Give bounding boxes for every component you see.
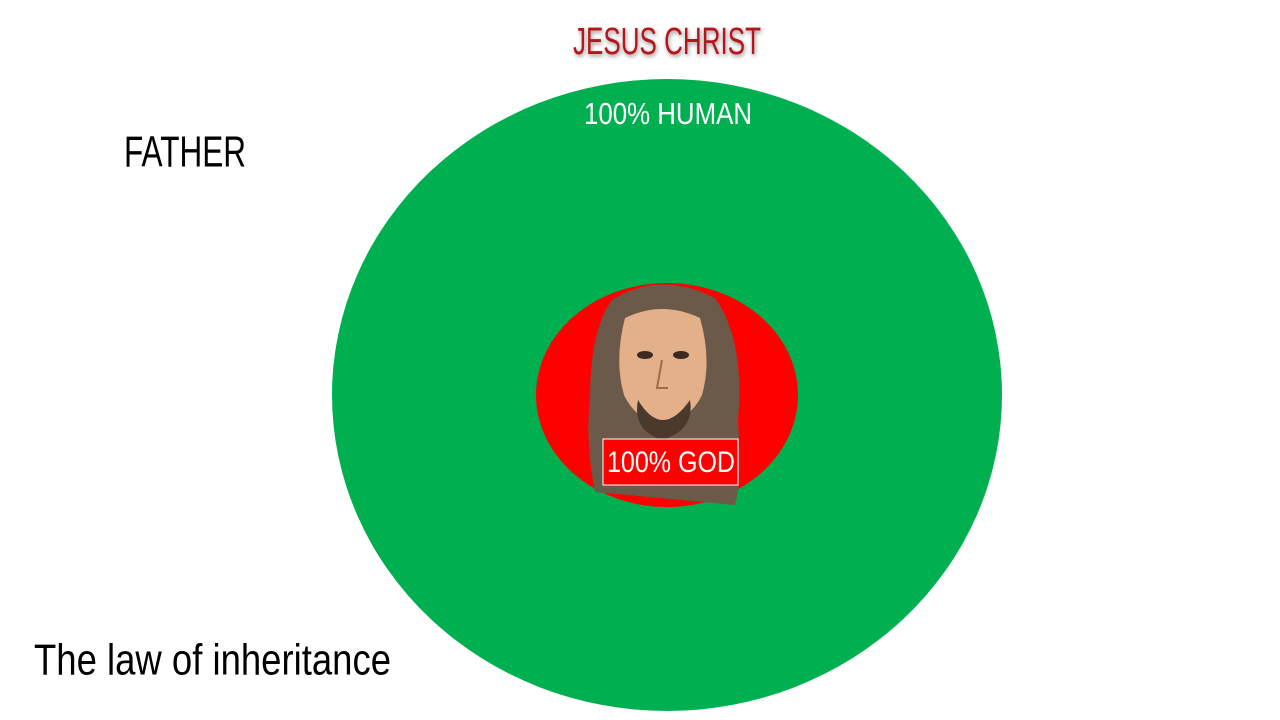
inner-label: 100% GOD — [607, 446, 735, 479]
outer-label: 100% HUMAN — [584, 96, 752, 131]
side-label: FATHER — [124, 128, 246, 177]
title: JESUS CHRIST — [573, 21, 761, 63]
caption: The law of inheritance — [34, 636, 391, 685]
god-label-box — [602, 438, 739, 486]
